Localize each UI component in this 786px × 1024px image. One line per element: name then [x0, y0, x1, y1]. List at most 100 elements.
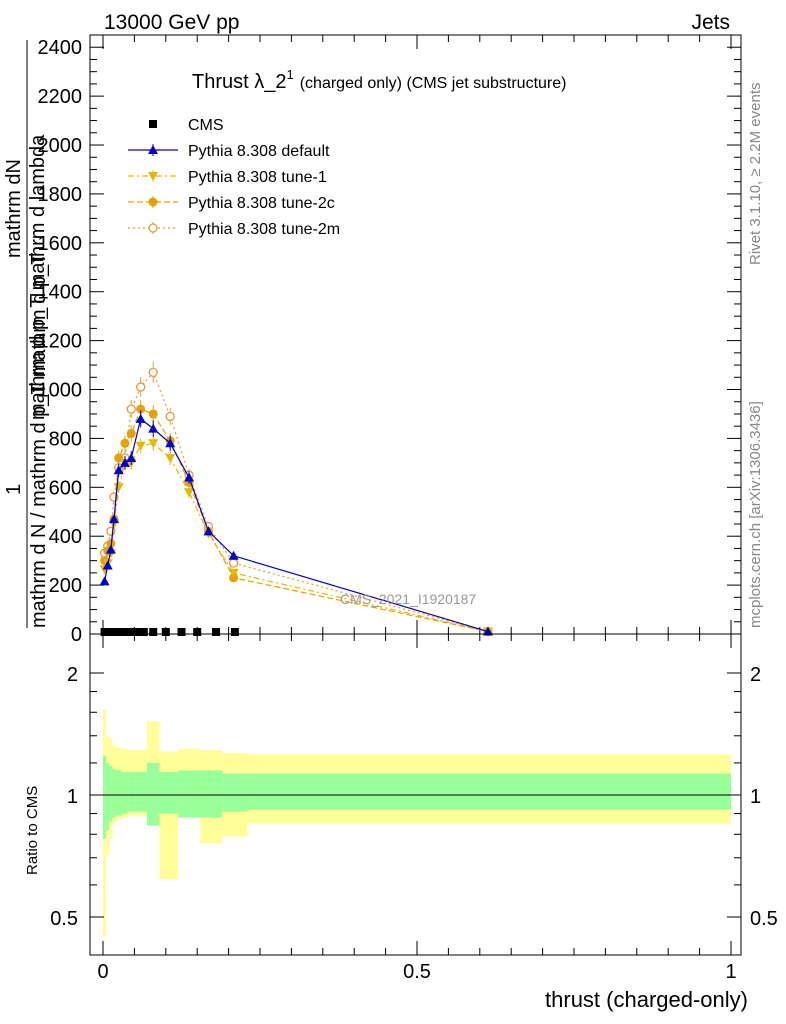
ratio-band-bin [200, 770, 223, 818]
plot-title-sub: (charged only) (CMS jet substructure) [300, 75, 567, 92]
data-point [161, 628, 170, 636]
data-point [184, 472, 195, 482]
data-point [113, 465, 124, 475]
legend-label: Pythia 8.308 default [188, 143, 330, 160]
data-point [212, 628, 221, 636]
data-point [135, 413, 146, 423]
legend-label: Pythia 8.308 tune-1 [188, 169, 327, 186]
series-line [103, 417, 489, 633]
ylabel-denominator: mathrm d N / mathrm d p_T mathrm d p_T [28, 253, 50, 628]
legend-entry: Pythia 8.308 default [128, 143, 330, 160]
data-point [148, 423, 159, 433]
ratio-ytick-label-right: 2 [750, 664, 761, 686]
series-0 [100, 628, 239, 636]
data-point [105, 544, 116, 554]
ratio-band-bin [159, 771, 179, 814]
data-point [113, 483, 124, 493]
legend-marker [148, 223, 158, 233]
ratio-band-bin [115, 770, 122, 816]
data-point [228, 568, 239, 578]
data-point [148, 367, 158, 378]
main-ytick-label: 200 [49, 575, 82, 597]
ratio-band-bin [146, 762, 160, 826]
data-point [108, 514, 119, 524]
main-ytick-label: 2400 [38, 37, 83, 59]
ylabel-numerator-2: mathrm d p_T mathrm d lambda [27, 134, 49, 420]
xtick-label: 1 [725, 961, 736, 983]
data-point [135, 441, 146, 451]
ratio-frame [89, 633, 742, 956]
main-ytick-label: 2200 [38, 86, 83, 108]
mcplots-label: mcplots.cern.ch [arXiv:1306.3436] [747, 401, 764, 628]
ratio-band-bin [109, 765, 113, 822]
data-point [148, 409, 158, 419]
ratio-band-bin [222, 773, 248, 812]
xlabel: thrust (charged-only) [545, 987, 748, 1012]
data-point [228, 558, 239, 568]
data-point [136, 404, 146, 414]
data-point [165, 453, 176, 463]
data-point [228, 550, 239, 560]
data-point [482, 626, 493, 636]
ratio-panel: 0.5 0.5 1 1 2 2 0 0.5 1 [50, 633, 778, 983]
ylabel-numerator: mathrm dN [3, 159, 25, 258]
data-point [99, 576, 110, 586]
legend-label: Pythia 8.308 tune-2m [188, 221, 340, 238]
data-point [127, 628, 136, 636]
ratio-bands [103, 710, 731, 936]
ratio-band-bin [178, 770, 201, 818]
legend-entry: Pythia 8.308 tune-2m [128, 221, 340, 238]
data-point [165, 438, 176, 448]
legend-label: Pythia 8.308 tune-2c [188, 195, 335, 212]
ratio-axes: 0.5 0.5 1 1 2 2 0 0.5 1 [50, 634, 778, 983]
main-ytick-label: 1000 [38, 380, 83, 402]
xtick-label: 0.5 [403, 961, 431, 983]
series-1 [99, 410, 493, 636]
xtick-label: 0 [97, 961, 108, 983]
legend-entry: Pythia 8.308 tune-1 [128, 169, 327, 186]
data-point [102, 560, 113, 570]
data-point [126, 404, 136, 414]
rivet-label: Rivet 3.1.10, ≥ 2.2M events [747, 83, 764, 266]
main-ytick-label: 2000 [38, 135, 83, 157]
ratio-band-bin [134, 771, 147, 812]
ratio-band-bin [106, 762, 110, 830]
data-point [149, 628, 158, 636]
legend-marker [148, 197, 158, 207]
main-panel: 0 200 400 600 800 1000 1200 1400 1600 1800 2000 220… [38, 34, 742, 646]
header-left: 13000 GeV pp [104, 11, 239, 34]
data-point [230, 628, 239, 636]
ratio-ylabel: Ratio to CMS [24, 786, 41, 875]
data-point [120, 628, 129, 636]
plot-title-sup: 1 [286, 67, 293, 82]
ratio-ytick-label-right: 1 [750, 786, 761, 808]
data-point [126, 452, 137, 462]
legend-marker [148, 145, 158, 154]
main-ytick-label: 600 [49, 477, 82, 499]
data-point [203, 526, 214, 536]
main-ytick-label: 400 [49, 526, 82, 548]
series-line [104, 371, 489, 633]
data-point [120, 438, 130, 448]
data-point [139, 628, 148, 636]
data-point [184, 488, 195, 498]
ratio-band-outer [103, 710, 731, 936]
data-point [133, 628, 142, 636]
data-point [177, 628, 186, 636]
legend: CMS Pythia 8.308 default Pythia 8.308 tune… [128, 117, 340, 238]
ratio-ytick-label: 1 [67, 786, 78, 808]
main-axes: 0 200 400 600 800 1000 1200 1400 1600 1800 2000 220… [38, 35, 741, 646]
main-series [99, 361, 493, 637]
legend-entry: Pythia 8.308 tune-2c [128, 195, 335, 212]
ratio-ytick-label: 0.5 [50, 908, 78, 930]
legend-entry: CMS [149, 117, 224, 134]
ratio-band-bin [159, 751, 179, 880]
ratio-band-bin [112, 768, 116, 818]
data-point [193, 628, 202, 636]
data-point [116, 628, 125, 636]
series-line [104, 442, 489, 633]
watermark: CMS_2021_I1920187 [340, 591, 476, 607]
ylabel-prefix: 1 [3, 484, 25, 495]
main-ylabel: mathrm dN mathrm d p_T mathrm d lambda 1… [3, 40, 50, 628]
main-ytick-label: 1400 [38, 282, 83, 304]
